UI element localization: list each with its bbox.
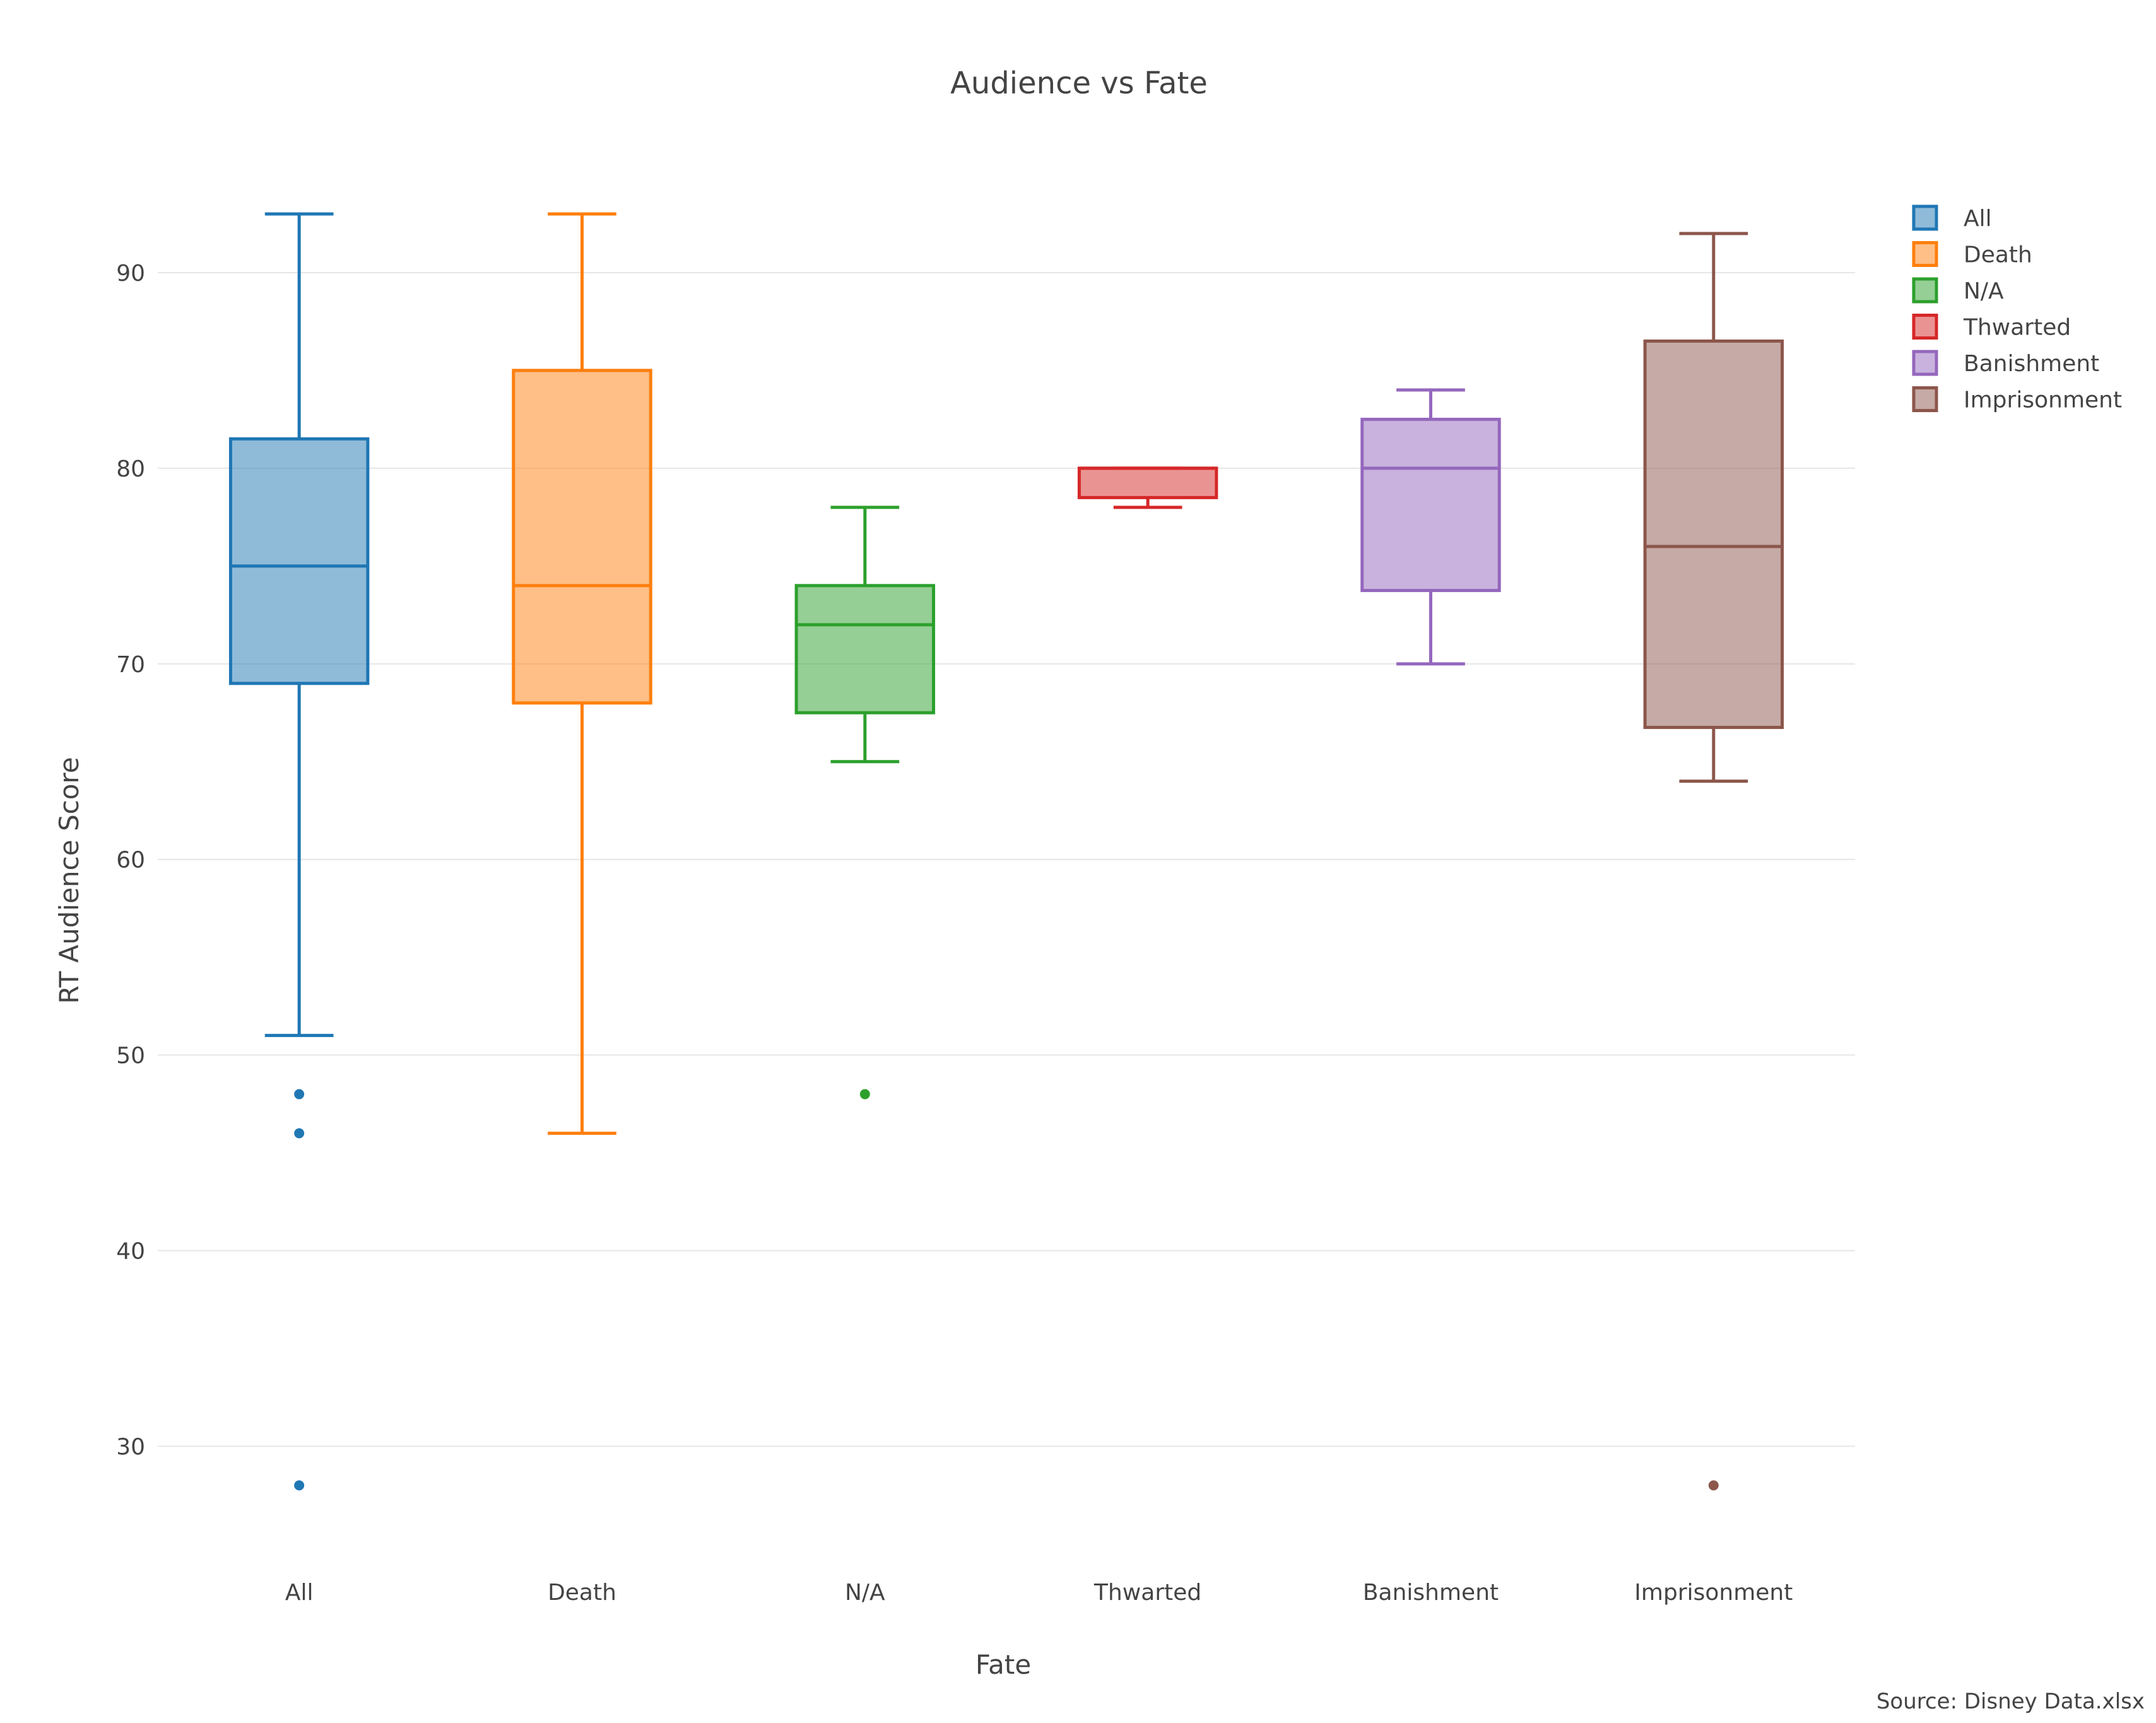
legend-label-death: Death [1964,242,2032,268]
y-tick-label-80: 80 [116,456,145,482]
legend-item-all: All [1912,204,1992,232]
x-axis-ticks: All Death N/A Thwarted Banishment Imprisonmen… [285,1580,1793,1606]
outlier-point-all-2 [294,1480,305,1491]
iqr-box-n-a [794,584,936,714]
legend-label-banishment: Banishment [1964,351,2099,377]
chart-title: Audience vs Fate [950,66,1208,101]
outlier-point-all-1 [294,1128,305,1139]
box-traces [228,212,1784,1491]
legend-swatch-thwarted [1912,314,1938,340]
x-tick-label-thwarted: Thwarted [1093,1580,1201,1606]
legend-label-n-a: N/A [1964,278,2004,304]
y-axis-ticks: 30 40 50 60 70 80 90 [116,261,145,1460]
legend-swatch-all [1912,204,1938,231]
iqr-box-all [228,437,370,685]
box-n-a [794,506,936,1099]
outlier-point-imprisonment-0 [1708,1480,1719,1491]
source-note: Source: Disney Data.xlsx [1876,1689,2145,1714]
box-thwarted [1077,466,1218,509]
iqr-box-death [512,369,652,705]
y-tick-label-50: 50 [116,1043,145,1069]
x-tick-label-n-a: N/A [845,1580,885,1606]
y-tick-label-70: 70 [116,652,145,678]
box-all [228,212,370,1491]
legend-item-thwarted: Thwarted [1912,314,2071,341]
legend-item-imprisonment: Imprisonment [1912,386,2122,413]
legend-item-banishment: Banishment [1912,350,2099,377]
x-tick-label-all: All [285,1580,314,1606]
outlier-point-n-a-0 [859,1089,870,1099]
iqr-box-thwarted [1077,466,1218,499]
y-tick-label-90: 90 [116,261,145,287]
box-death [512,212,652,1135]
box-imprisonment [1643,232,1784,1491]
legend-label-imprisonment: Imprisonment [1964,388,2122,413]
y-tick-label-40: 40 [116,1239,145,1265]
gridlines [158,271,1855,1447]
outlier-point-all-0 [294,1089,305,1099]
legend-swatch-n-a [1912,277,1938,304]
iqr-box-imprisonment [1643,339,1784,730]
legend: All Death N/A Thwarted Banishment Imprisonmen… [1912,204,2122,413]
legend-item-death: Death [1912,241,2032,268]
x-axis-title: Fate [975,1649,1031,1680]
y-tick-label-60: 60 [116,848,145,873]
legend-swatch-banishment [1912,350,1938,376]
iqr-box-banishment [1360,417,1501,593]
y-axis-title: RT Audience Score [54,757,85,1004]
legend-label-thwarted: Thwarted [1963,315,2071,341]
legend-item-n-a: N/A [1912,277,2004,304]
x-tick-label-death: Death [548,1580,616,1606]
box-banishment [1360,388,1501,666]
x-tick-label-banishment: Banishment [1363,1580,1499,1606]
legend-swatch-death [1912,241,1938,267]
legend-swatch-imprisonment [1912,386,1938,412]
legend-label-all: All [1964,206,1992,232]
y-tick-label-30: 30 [116,1435,145,1460]
x-tick-label-imprisonment: Imprisonment [1634,1580,1793,1606]
